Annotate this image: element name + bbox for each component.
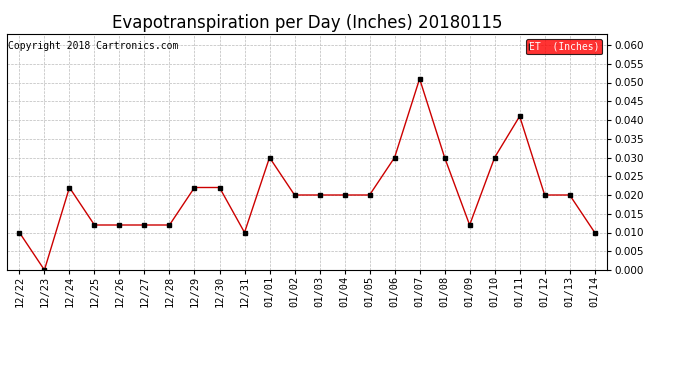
Title: Evapotranspiration per Day (Inches) 20180115: Evapotranspiration per Day (Inches) 2018…: [112, 14, 502, 32]
Legend: ET  (Inches): ET (Inches): [526, 39, 602, 54]
Text: Copyright 2018 Cartronics.com: Copyright 2018 Cartronics.com: [8, 41, 179, 51]
